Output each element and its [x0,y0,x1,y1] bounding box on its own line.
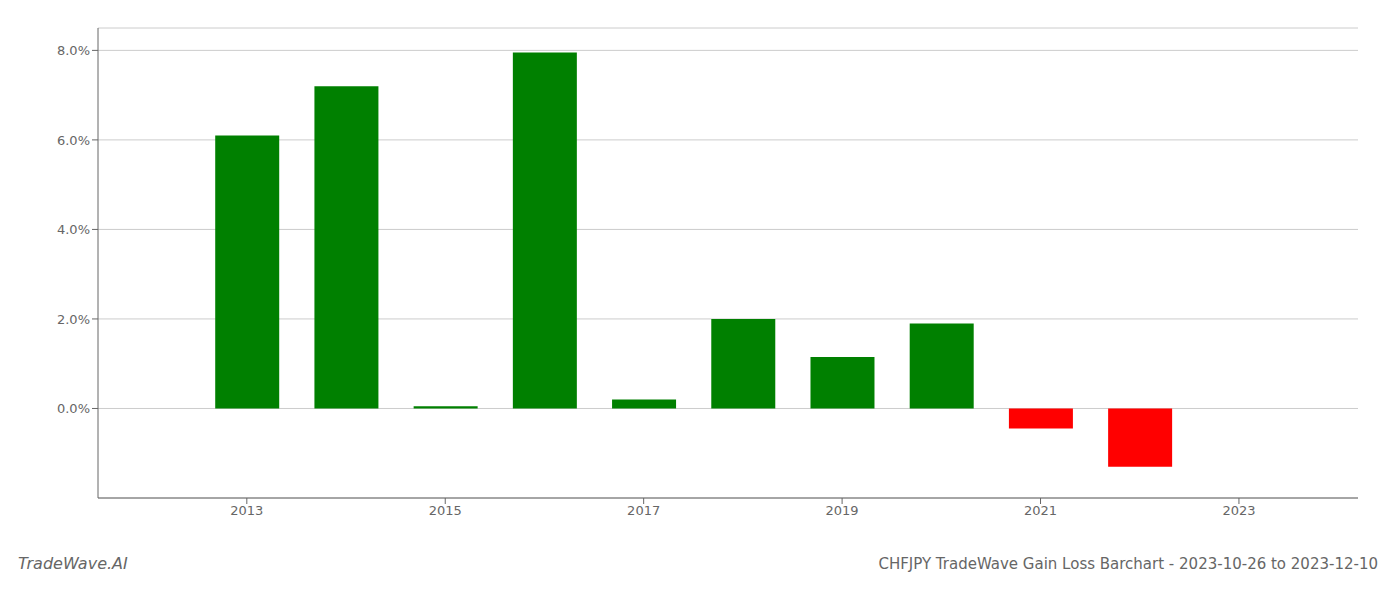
svg-text:2015: 2015 [429,503,462,518]
svg-text:6.0%: 6.0% [57,133,90,148]
svg-text:2.0%: 2.0% [57,312,90,327]
svg-text:2023: 2023 [1222,503,1255,518]
html-text:CHFJPY TradeWave Gain Loss Bar: CHFJPY TradeWave Gain Loss Barchart - 20… [878,555,1378,573]
svg-text:8.0%: 8.0% [57,43,90,58]
svg-text:4.0%: 4.0% [57,222,90,237]
html-text:TradeWave.AI: TradeWave.AI [18,554,128,573]
svg-text:2013: 2013 [230,503,263,518]
svg-text:0.0%: 0.0% [57,401,90,416]
svg-text:2019: 2019 [826,503,859,518]
svg-text:2021: 2021 [1024,503,1057,518]
svg-text:2017: 2017 [627,503,660,518]
